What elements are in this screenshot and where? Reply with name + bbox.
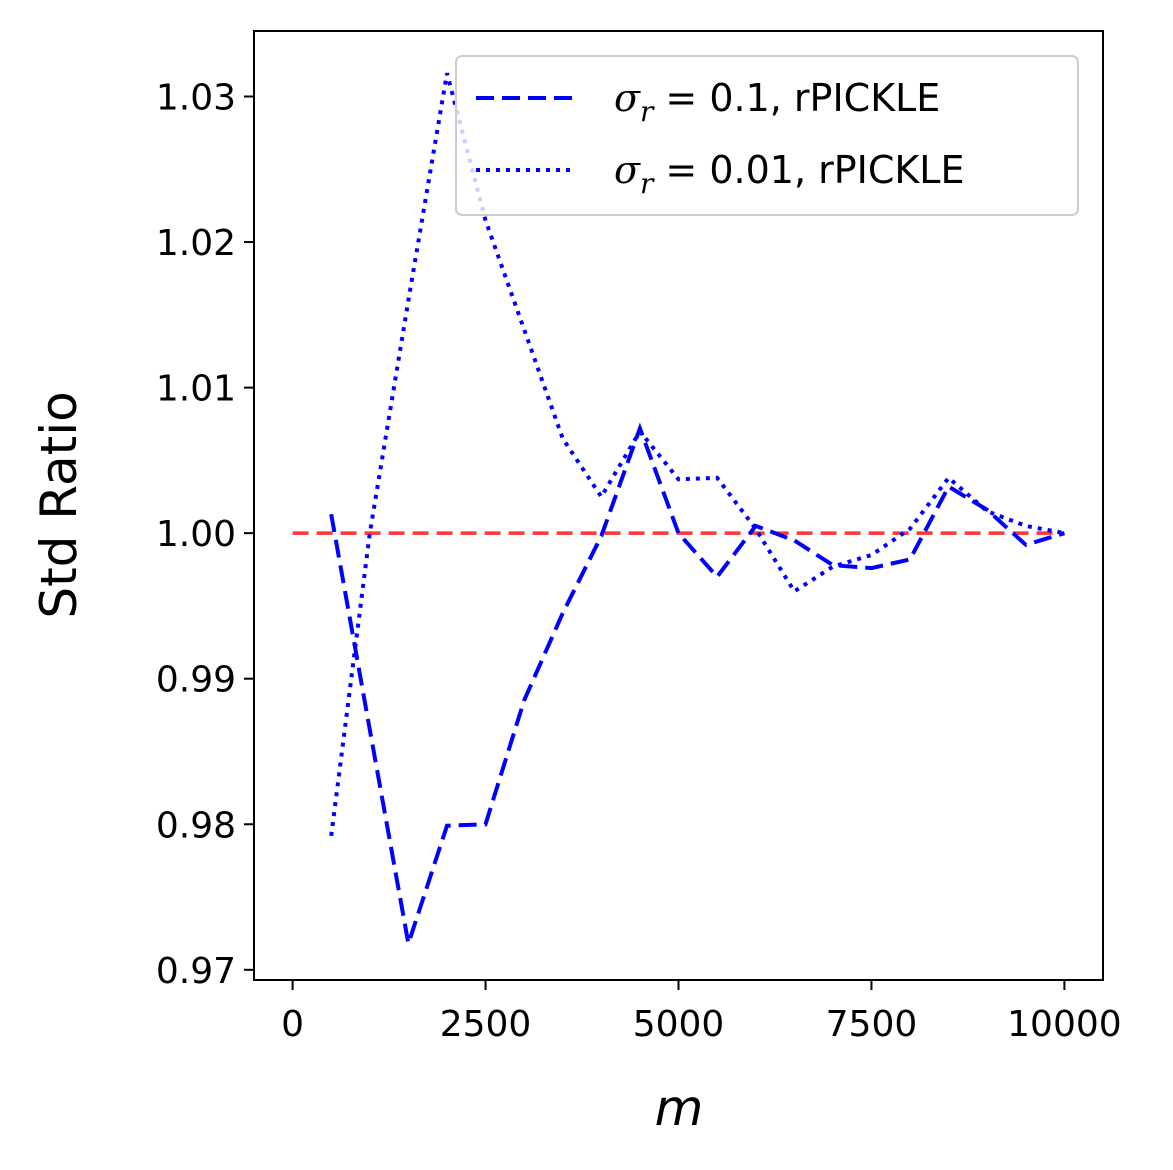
y-tick-label: 0.97: [156, 951, 236, 992]
series-line-1: [329, 422, 1065, 945]
y-tick-label: 0.99: [156, 660, 236, 701]
y-tick-label: 0.98: [156, 805, 236, 846]
legend-label-2: σr = 0.01, rPICKLE: [614, 148, 965, 200]
x-tick-label: 5000: [633, 1004, 725, 1045]
y-tick-label: 1.03: [156, 77, 236, 118]
x-tick-label: 0: [281, 1004, 304, 1045]
x-axis-label: m: [655, 1079, 704, 1137]
axes-frame: [253, 30, 1104, 981]
x-tick-label: 2500: [440, 1004, 532, 1045]
y-tick-label: 1.02: [156, 223, 236, 264]
plot-area: [292, 72, 1065, 945]
y-tick-label: 1.00: [156, 514, 236, 555]
y-axis-ticks: 0.97 0.98 0.99 1.00 1.01 1.02 1.03: [156, 77, 254, 992]
x-tick-label: 10000: [1007, 1004, 1122, 1045]
y-axis-label: Std Ratio: [30, 391, 88, 618]
series-line-2: [329, 72, 1065, 837]
x-axis-ticks: 0 2500 5000 7500 10000: [281, 980, 1122, 1045]
legend-box: [455, 55, 1079, 216]
legend-label-1: σr = 0.1, rPICKLE: [614, 76, 940, 128]
y-tick-label: 1.01: [156, 369, 236, 410]
legend: σr = 0.1, rPICKLE σr = 0.01, rPICKLE: [455, 55, 1079, 216]
x-tick-label: 7500: [826, 1004, 918, 1045]
